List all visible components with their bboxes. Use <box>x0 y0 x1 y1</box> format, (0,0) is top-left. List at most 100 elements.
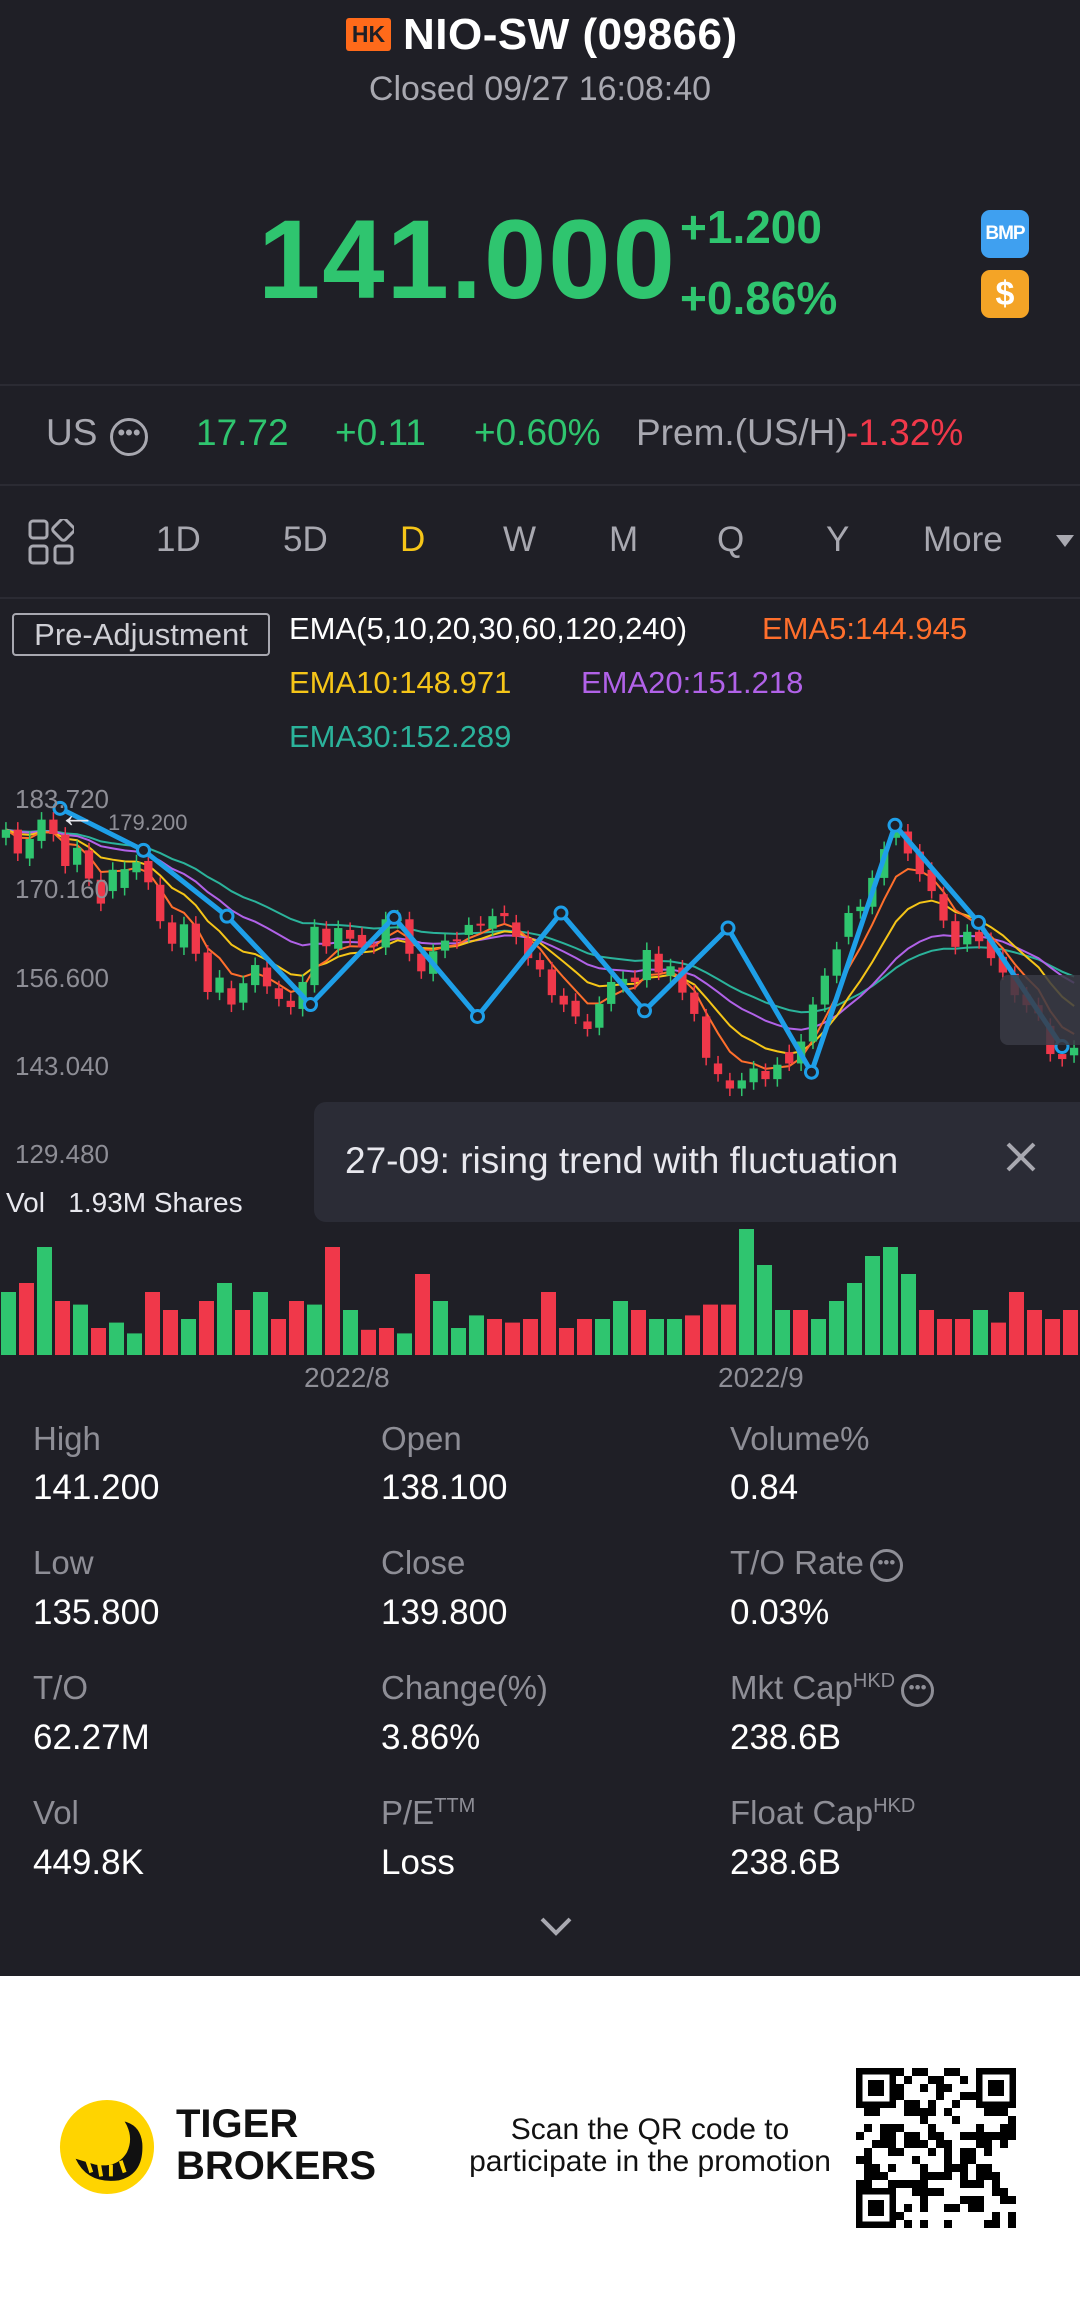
candle <box>25 839 34 859</box>
volume-bar <box>793 1310 808 1355</box>
qr-module <box>936 2172 944 2180</box>
ema5-line <box>5 828 1075 1070</box>
qr-module <box>976 2196 984 2204</box>
bmp-icon[interactable]: BMP <box>981 210 1029 258</box>
volume-bar <box>73 1304 88 1355</box>
pre-adjustment-toggle[interactable]: Pre-Adjustment <box>12 613 270 656</box>
volume-bar <box>847 1283 862 1355</box>
tab-d[interactable]: D <box>400 520 426 559</box>
tab-5d[interactable]: 5D <box>283 520 328 559</box>
qr-module <box>1008 2124 1016 2132</box>
candle <box>13 829 22 854</box>
candle <box>191 923 200 954</box>
qr-module <box>944 2068 952 2076</box>
back-arrow-icon[interactable]: ← <box>58 794 96 836</box>
qr-module <box>952 2116 960 2124</box>
qr-module <box>992 2212 1000 2220</box>
candle <box>203 952 212 992</box>
more-info-icon[interactable]: ••• <box>869 1548 903 1582</box>
qr-module <box>912 2140 920 2148</box>
tab-w[interactable]: W <box>503 520 537 559</box>
qr-module <box>952 2164 960 2172</box>
qr-module <box>904 2108 912 2116</box>
volume-bar <box>325 1247 340 1355</box>
stat-label: Low <box>33 1544 94 1581</box>
ema-title[interactable]: EMA(5,10,20,30,60,120,240) <box>289 611 688 646</box>
qr-module <box>1008 2212 1016 2220</box>
qr-module <box>1000 2124 1008 2132</box>
tab-m[interactable]: M <box>609 520 639 559</box>
dollar-icon[interactable]: $ <box>981 270 1029 318</box>
qr-module <box>920 2140 928 2148</box>
candlestick-chart[interactable] <box>0 780 1080 1120</box>
qr-module <box>928 2108 936 2116</box>
candle <box>678 967 687 993</box>
qr-module <box>984 2148 992 2156</box>
stock-title[interactable]: NIO-SW (09866) <box>403 10 738 59</box>
stat-value: 238.6B <box>730 1718 841 1757</box>
qr-module <box>992 2220 1000 2228</box>
stat-label-turnover-rate[interactable]: T/O Rate ••• <box>730 1544 903 1582</box>
stat-label-mkt-cap[interactable]: Mkt CapHKD ••• <box>730 1669 935 1707</box>
qr-module <box>896 2212 904 2220</box>
qr-module <box>944 2156 952 2164</box>
qr-module <box>1008 2132 1016 2140</box>
qr-module <box>984 2132 992 2140</box>
candle <box>690 992 699 1014</box>
tab-1d[interactable]: 1D <box>156 520 201 559</box>
candle <box>500 913 509 917</box>
close-icon[interactable] <box>1000 1136 1042 1178</box>
ema5-value: EMA5:144.945 <box>762 611 968 646</box>
qr-module <box>1000 2196 1008 2204</box>
volume-chart[interactable] <box>0 1225 1080 1355</box>
qr-module <box>944 2172 952 2180</box>
qr-module <box>944 2140 952 2148</box>
candle <box>310 926 319 986</box>
volume-bar <box>883 1247 898 1355</box>
volume-bar <box>469 1315 484 1355</box>
qr-module <box>960 2076 968 2084</box>
more-dots-icon[interactable]: ••• <box>110 418 148 456</box>
tab-q[interactable]: Q <box>717 520 745 559</box>
candle <box>37 819 46 841</box>
volume-bar <box>199 1301 214 1355</box>
qr-module <box>976 2132 984 2140</box>
qr-module <box>936 2188 944 2196</box>
qr-finder <box>856 2187 896 2228</box>
qr-module <box>968 2196 976 2204</box>
chart-side-handle[interactable] <box>1000 975 1080 1045</box>
caret-down-icon[interactable] <box>1056 535 1074 547</box>
stat-value: 141.200 <box>33 1468 160 1507</box>
ema10-line <box>5 828 1075 1055</box>
qr-module <box>936 2084 944 2092</box>
tab-y[interactable]: Y <box>826 520 850 559</box>
qr-module <box>912 2188 920 2196</box>
candle <box>322 928 331 947</box>
qr-module <box>872 2108 880 2116</box>
ema10-value: EMA10:148.971 <box>289 665 512 700</box>
qr-module <box>864 2164 872 2172</box>
layout-grid-icon[interactable] <box>28 519 74 565</box>
volume-bar <box>1045 1319 1060 1355</box>
trend-tooltip <box>314 1102 1080 1222</box>
ema30-value: EMA30:152.289 <box>289 719 512 754</box>
more-info-icon[interactable]: ••• <box>901 1673 935 1707</box>
candle <box>642 950 651 981</box>
tab-more[interactable]: More <box>923 520 1003 559</box>
qr-module <box>944 2148 952 2156</box>
volume-bar <box>577 1319 592 1355</box>
stat-value: 449.8K <box>33 1843 144 1882</box>
qr-module <box>904 2220 912 2228</box>
chevron-down-icon[interactable] <box>538 1915 574 1939</box>
ema30-line <box>5 828 1075 1014</box>
candle <box>239 983 248 1003</box>
candle <box>523 938 533 959</box>
qr-code-icon[interactable] <box>856 2068 1016 2228</box>
stat-value: 0.84 <box>730 1468 799 1507</box>
volume-bar <box>109 1322 124 1355</box>
candle <box>1069 1047 1079 1056</box>
qr-module <box>984 2164 992 2172</box>
volume-bar <box>703 1304 718 1355</box>
volume-bar <box>973 1310 988 1355</box>
candle <box>1058 1054 1067 1060</box>
